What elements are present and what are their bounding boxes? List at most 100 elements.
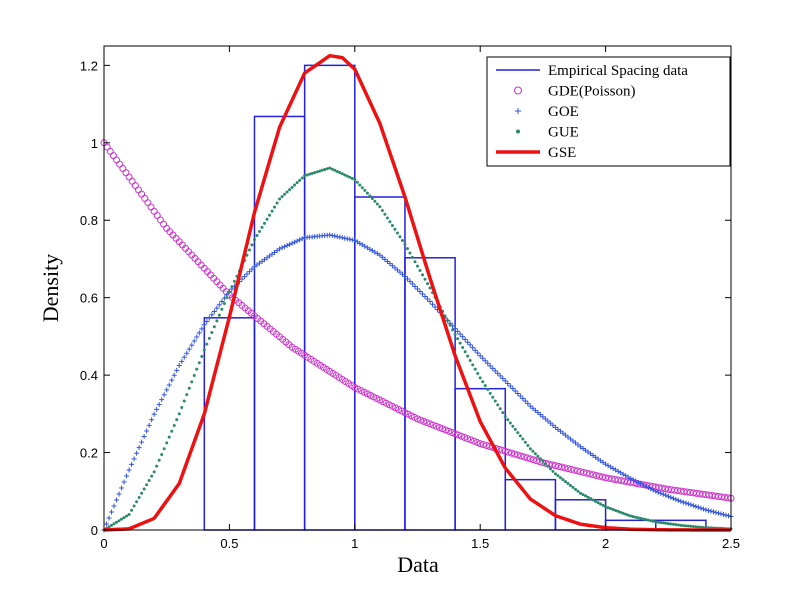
series-point <box>211 308 217 314</box>
series-point <box>571 485 575 489</box>
legend-item: GUE <box>516 125 579 141</box>
series-point <box>581 493 585 497</box>
series-point <box>633 478 639 484</box>
series-point <box>623 473 629 479</box>
series-point <box>205 342 209 346</box>
series-point <box>611 508 615 512</box>
series-point <box>482 442 490 450</box>
series-point <box>629 514 633 518</box>
series-point <box>681 524 685 528</box>
series-point <box>596 501 600 505</box>
series-point <box>310 171 314 175</box>
series-point <box>325 167 329 171</box>
series-point <box>442 426 450 434</box>
series-point <box>172 423 176 427</box>
series-point <box>104 521 110 527</box>
series-point <box>328 166 332 170</box>
series-point <box>463 350 467 354</box>
series-point <box>600 459 606 465</box>
series-point <box>109 509 115 515</box>
series-point <box>538 457 542 461</box>
series-point <box>209 312 215 318</box>
series-point <box>358 183 362 187</box>
series-point <box>378 205 382 209</box>
series-point <box>245 253 249 257</box>
series-point <box>613 467 619 473</box>
series-point <box>561 478 565 482</box>
series-point <box>517 452 525 460</box>
series-point <box>502 378 508 384</box>
series-point <box>299 236 305 242</box>
series-point <box>432 422 440 430</box>
series-point <box>115 520 119 524</box>
series-point <box>432 304 438 310</box>
series-point <box>669 522 673 526</box>
series-point <box>529 456 537 464</box>
series-point <box>114 497 120 503</box>
series-point <box>586 470 594 478</box>
series-point <box>110 523 114 527</box>
series-point <box>392 265 398 271</box>
series-point <box>247 248 251 252</box>
series-point <box>514 451 522 459</box>
series-point <box>399 271 405 277</box>
series-point <box>204 318 210 324</box>
series-point <box>506 418 510 422</box>
series-point <box>175 418 179 422</box>
series-point <box>700 506 706 512</box>
series-point <box>262 257 268 263</box>
legend-item: GSE <box>496 145 576 161</box>
series-point <box>252 238 256 242</box>
series-point <box>182 399 186 403</box>
series-point <box>255 234 259 238</box>
series-point <box>670 495 676 501</box>
series-point <box>653 488 659 494</box>
series-point <box>533 457 541 465</box>
series-point <box>244 271 250 277</box>
x-tick-label: 2.5 <box>722 536 740 551</box>
series-point <box>526 443 530 447</box>
series-point <box>380 208 384 212</box>
series-point <box>300 176 304 180</box>
series-point <box>723 512 729 518</box>
series-point <box>342 235 348 241</box>
series-point <box>170 429 174 433</box>
series-point <box>689 524 693 528</box>
series-point <box>542 459 550 467</box>
series-point <box>425 296 431 302</box>
series-point <box>511 450 519 458</box>
series-point <box>162 447 166 451</box>
series-layer <box>100 53 735 533</box>
series-point <box>542 416 548 422</box>
series-point <box>477 353 483 359</box>
series-point <box>608 464 614 470</box>
series-point <box>117 519 121 523</box>
series-point <box>397 269 403 275</box>
series-point <box>340 172 344 176</box>
series-point <box>446 319 450 323</box>
series-point <box>119 485 125 491</box>
series-point <box>520 396 526 402</box>
series-point <box>357 240 363 246</box>
series-point <box>599 502 603 506</box>
series-point <box>259 258 265 264</box>
series-point <box>715 510 721 516</box>
series-point <box>220 307 224 311</box>
series-point <box>580 445 586 451</box>
series-point <box>467 342 473 348</box>
series-point <box>555 462 563 470</box>
series-point <box>338 171 342 175</box>
series-point <box>294 238 300 244</box>
series-point <box>678 498 684 504</box>
series-point <box>225 296 229 300</box>
series-point <box>169 377 175 383</box>
series-point <box>146 422 152 428</box>
series-point <box>635 479 641 485</box>
series-point <box>149 417 155 423</box>
series-point <box>141 434 147 440</box>
series-point <box>435 424 443 432</box>
series-point <box>620 471 626 477</box>
series-point <box>523 454 531 462</box>
series-point <box>398 235 402 239</box>
series-point <box>586 495 590 499</box>
